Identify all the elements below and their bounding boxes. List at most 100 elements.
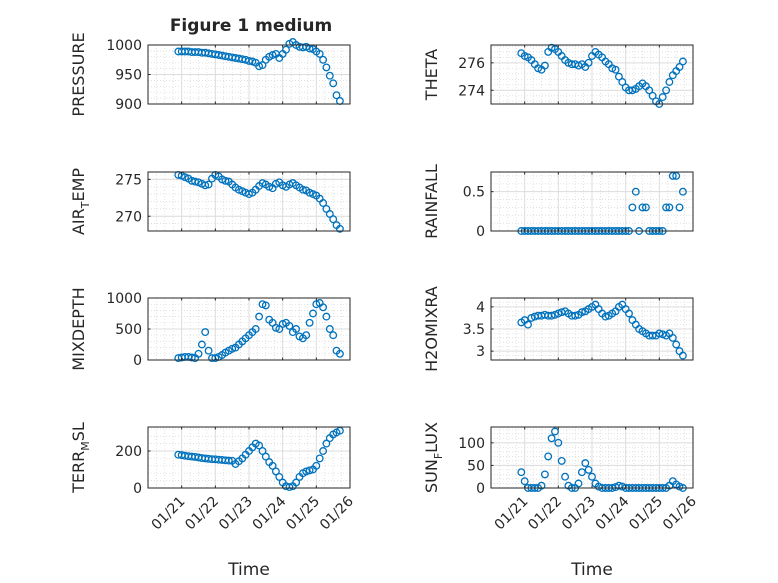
y-tick-label: 276	[458, 56, 485, 72]
data-point	[672, 340, 681, 349]
data-point	[557, 456, 566, 465]
data-point	[547, 434, 556, 443]
y-axis-label: THETA	[422, 49, 441, 101]
data-point	[581, 459, 590, 468]
y-axis-label: RAINFALL	[422, 164, 441, 239]
data-point	[319, 447, 328, 455]
y-axis-label: TERRMSL	[69, 422, 92, 494]
data-point	[322, 439, 331, 448]
x-tick-label: 01/26	[317, 493, 357, 533]
y-tick-label: 900	[115, 97, 142, 113]
y-tick-label: 275	[115, 172, 142, 188]
data-point	[261, 452, 270, 461]
x-tick-label: 01/22	[525, 494, 565, 534]
data-point	[577, 308, 586, 317]
y-label-main: TERR	[69, 451, 88, 494]
data-point	[292, 478, 301, 487]
data-point	[662, 86, 671, 95]
subplot-5: 0 500 1000 MIXDEPTH	[69, 287, 351, 371]
x-tick-label: 01/24	[593, 493, 633, 533]
data-point	[211, 354, 220, 363]
y-label-main: SUN	[422, 459, 441, 493]
data-point	[675, 63, 684, 71]
data-point	[648, 331, 657, 340]
data-point	[544, 452, 553, 461]
data-point	[305, 318, 314, 327]
data-point	[275, 472, 284, 481]
y-tick-label: 200	[115, 444, 142, 460]
data-point	[665, 78, 674, 86]
y-tick-label: 0.5	[463, 185, 485, 201]
data-point	[261, 301, 270, 310]
data-point	[665, 203, 674, 212]
data-point	[329, 215, 338, 224]
data-point	[258, 447, 267, 455]
x-tick-label: 01/21	[492, 494, 532, 534]
data-point	[335, 349, 344, 358]
data-point	[322, 63, 331, 72]
data-point	[187, 353, 196, 362]
data-point	[285, 483, 294, 492]
y-label-tail: SL	[69, 422, 88, 441]
y-axis-label: H2OMIXRA	[422, 286, 441, 372]
data-point	[282, 45, 290, 54]
data-point	[588, 472, 596, 481]
data-point	[292, 325, 301, 333]
y-axis-label: AIRTEMP	[69, 168, 92, 235]
data-point	[668, 171, 677, 180]
data-point	[574, 479, 583, 488]
subplot-1: 900 950 1000 PRESSURE	[69, 32, 351, 117]
x-tick-label: 01/23	[216, 494, 256, 534]
data-point	[520, 477, 529, 486]
data-point	[322, 312, 331, 321]
data-point	[329, 79, 338, 88]
y-tick-label: 1000	[106, 291, 142, 307]
data-point	[271, 323, 280, 332]
y-tick-label: 1000	[106, 38, 142, 54]
data-point	[540, 61, 549, 70]
data-point	[302, 467, 311, 476]
data-point	[540, 470, 549, 479]
data-point	[561, 472, 570, 481]
x-tick-label: 01/26	[660, 493, 700, 533]
y-label-main: RAINFALL	[422, 164, 441, 239]
data-point	[298, 185, 307, 194]
y-tick-label: 3	[476, 344, 485, 360]
data-point	[201, 181, 210, 190]
data-point	[517, 468, 526, 477]
y-axis-label: MIXDEPTH	[69, 287, 88, 370]
y-label-tail: LUX	[422, 422, 441, 453]
data-point	[571, 311, 580, 320]
data-point	[302, 331, 311, 340]
data-point	[628, 203, 637, 212]
figure-title: Figure 1 medium	[170, 16, 332, 36]
data-point	[201, 328, 210, 337]
y-axis-label: SUNFLUX	[422, 422, 445, 493]
subplot-6: 3 3.5 4 H2OMIXRA	[422, 286, 694, 372]
data-point	[584, 465, 593, 474]
y-label-main: AIR	[69, 208, 88, 235]
data-point	[204, 180, 213, 189]
data-point	[551, 427, 559, 436]
x-tick-label: 01/24	[250, 493, 290, 533]
data-point	[332, 91, 341, 100]
data-point	[221, 176, 230, 185]
data-point	[611, 65, 620, 74]
data-point	[319, 55, 328, 64]
x-tick-label: 01/22	[182, 494, 222, 534]
data-point	[601, 312, 610, 321]
x-axis-label: Time	[570, 560, 613, 580]
data-point	[554, 438, 563, 447]
y-label-subscript: M	[79, 441, 92, 451]
data-point	[197, 340, 206, 349]
data-point	[309, 309, 317, 318]
x-tick-label: 01/23	[559, 494, 599, 534]
y-tick-label: 0	[476, 481, 485, 497]
data-point	[655, 329, 664, 338]
data-point	[678, 187, 687, 196]
data-point	[645, 86, 654, 95]
y-tick-label: 0	[133, 481, 142, 497]
y-tick-label: 274	[458, 83, 485, 99]
